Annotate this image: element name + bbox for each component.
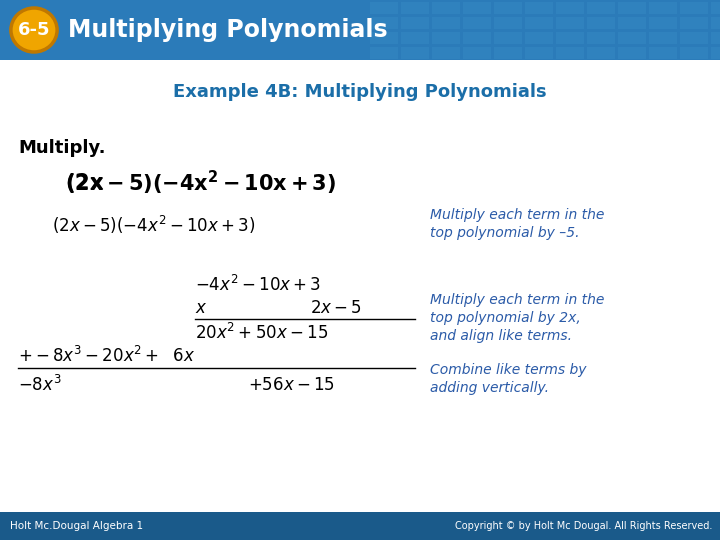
Text: $x$: $x$ <box>195 299 207 317</box>
FancyBboxPatch shape <box>680 47 708 59</box>
FancyBboxPatch shape <box>618 32 646 44</box>
FancyBboxPatch shape <box>587 17 615 29</box>
FancyBboxPatch shape <box>401 47 429 59</box>
Text: $+ -8x^{3} - 20x^{2} +\ \ 6x$: $+ -8x^{3} - 20x^{2} +\ \ 6x$ <box>18 346 195 366</box>
Text: Combine like terms by: Combine like terms by <box>430 363 587 377</box>
Ellipse shape <box>11 8 57 52</box>
FancyBboxPatch shape <box>494 47 522 59</box>
Text: Multiply each term in the: Multiply each term in the <box>430 208 604 222</box>
Text: $\mathbf{(2x}$: $\mathbf{(2x}$ <box>65 172 104 194</box>
FancyBboxPatch shape <box>649 2 677 14</box>
Text: Multiply each term in the: Multiply each term in the <box>430 293 604 307</box>
Text: Copyright © by Holt Mc Dougal. All Rights Reserved.: Copyright © by Holt Mc Dougal. All Right… <box>454 521 712 531</box>
FancyBboxPatch shape <box>587 47 615 59</box>
Text: $(2x - 5)(-4x^{2} - 10x + 3)$: $(2x - 5)(-4x^{2} - 10x + 3)$ <box>52 214 256 236</box>
Text: top polynomial by 2x,: top polynomial by 2x, <box>430 311 581 325</box>
Text: adding vertically.: adding vertically. <box>430 381 549 395</box>
Text: Holt Mc.Dougal Algebra 1: Holt Mc.Dougal Algebra 1 <box>10 521 143 531</box>
Text: $2x - 5$: $2x - 5$ <box>310 299 362 317</box>
Text: $-4x^{2} - 10x + 3$: $-4x^{2} - 10x + 3$ <box>195 275 321 295</box>
FancyBboxPatch shape <box>370 17 398 29</box>
FancyBboxPatch shape <box>711 47 720 59</box>
FancyBboxPatch shape <box>649 32 677 44</box>
FancyBboxPatch shape <box>525 17 553 29</box>
FancyBboxPatch shape <box>587 32 615 44</box>
Text: 6-5: 6-5 <box>18 21 50 39</box>
FancyBboxPatch shape <box>432 47 460 59</box>
FancyBboxPatch shape <box>556 32 584 44</box>
FancyBboxPatch shape <box>494 32 522 44</box>
FancyBboxPatch shape <box>711 2 720 14</box>
FancyBboxPatch shape <box>649 17 677 29</box>
FancyBboxPatch shape <box>370 2 398 14</box>
FancyBboxPatch shape <box>463 47 491 59</box>
Text: $20x^{2} + 50x - 15$: $20x^{2} + 50x - 15$ <box>195 323 328 343</box>
Text: Example 4B: Multiplying Polynomials: Example 4B: Multiplying Polynomials <box>174 83 546 101</box>
FancyBboxPatch shape <box>525 32 553 44</box>
FancyBboxPatch shape <box>525 47 553 59</box>
FancyBboxPatch shape <box>556 47 584 59</box>
Text: and align like terms.: and align like terms. <box>430 329 572 343</box>
FancyBboxPatch shape <box>463 32 491 44</box>
Text: $+ 56x - 15$: $+ 56x - 15$ <box>248 376 335 394</box>
FancyBboxPatch shape <box>556 17 584 29</box>
FancyBboxPatch shape <box>680 32 708 44</box>
Text: Multiply.: Multiply. <box>18 139 106 157</box>
Text: Multiplying Polynomials: Multiplying Polynomials <box>68 18 387 42</box>
FancyBboxPatch shape <box>618 47 646 59</box>
FancyBboxPatch shape <box>494 2 522 14</box>
FancyBboxPatch shape <box>432 17 460 29</box>
FancyBboxPatch shape <box>463 2 491 14</box>
FancyBboxPatch shape <box>432 2 460 14</box>
FancyBboxPatch shape <box>463 17 491 29</box>
FancyBboxPatch shape <box>618 2 646 14</box>
FancyBboxPatch shape <box>587 2 615 14</box>
FancyBboxPatch shape <box>432 32 460 44</box>
FancyBboxPatch shape <box>649 47 677 59</box>
Text: $\bf{(2x - 5)(-4x^{2} - 10x + 3)}$: $\bf{(2x - 5)(-4x^{2} - 10x + 3)}$ <box>65 169 336 197</box>
FancyBboxPatch shape <box>401 32 429 44</box>
Text: top polynomial by –5.: top polynomial by –5. <box>430 226 580 240</box>
FancyBboxPatch shape <box>370 47 398 59</box>
FancyBboxPatch shape <box>401 2 429 14</box>
FancyBboxPatch shape <box>370 32 398 44</box>
FancyBboxPatch shape <box>556 2 584 14</box>
FancyBboxPatch shape <box>494 17 522 29</box>
FancyBboxPatch shape <box>680 2 708 14</box>
FancyBboxPatch shape <box>525 2 553 14</box>
Text: $-8x^{3}$: $-8x^{3}$ <box>18 375 62 395</box>
FancyBboxPatch shape <box>401 17 429 29</box>
FancyBboxPatch shape <box>711 32 720 44</box>
FancyBboxPatch shape <box>618 17 646 29</box>
FancyBboxPatch shape <box>680 17 708 29</box>
FancyBboxPatch shape <box>711 17 720 29</box>
